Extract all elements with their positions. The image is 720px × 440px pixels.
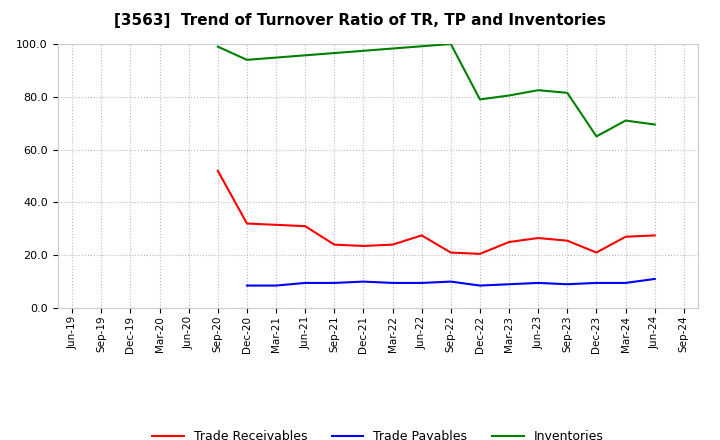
Legend: Trade Receivables, Trade Payables, Inventories: Trade Receivables, Trade Payables, Inven… — [148, 425, 608, 440]
Text: [3563]  Trend of Turnover Ratio of TR, TP and Inventories: [3563] Trend of Turnover Ratio of TR, TP… — [114, 13, 606, 28]
